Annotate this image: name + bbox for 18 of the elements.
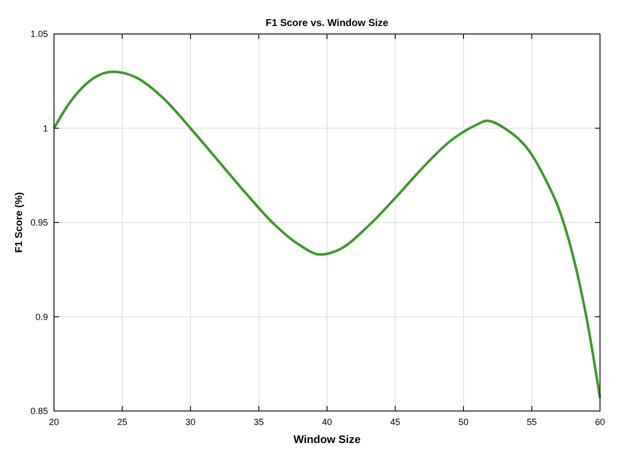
y-axis-title: F1 Score (%) bbox=[14, 192, 25, 253]
y-tick-label: 1.05 bbox=[30, 29, 48, 39]
x-tick-label: 25 bbox=[117, 417, 128, 427]
y-tick-label: 0.85 bbox=[30, 406, 48, 416]
x-tick-label: 35 bbox=[254, 417, 264, 427]
line-series bbox=[52, 70, 602, 400]
chart-title: F1 Score vs. Window Size bbox=[266, 18, 389, 29]
x-tick-label: 55 bbox=[526, 417, 537, 427]
x-tick-label: 60 bbox=[594, 417, 606, 427]
y-tick-label: 0.95 bbox=[30, 218, 48, 228]
y-tick-label: 0.9 bbox=[35, 312, 48, 322]
x-axis-title: Window Size bbox=[293, 434, 361, 446]
x-tick-label: 50 bbox=[458, 417, 469, 427]
x-tick-label: 30 bbox=[185, 417, 196, 427]
x-tick-label: 40 bbox=[322, 417, 332, 427]
y-tick-label: 1 bbox=[42, 123, 48, 134]
x-tick-label: 20 bbox=[48, 417, 60, 427]
x-tick-label: 45 bbox=[390, 417, 400, 427]
